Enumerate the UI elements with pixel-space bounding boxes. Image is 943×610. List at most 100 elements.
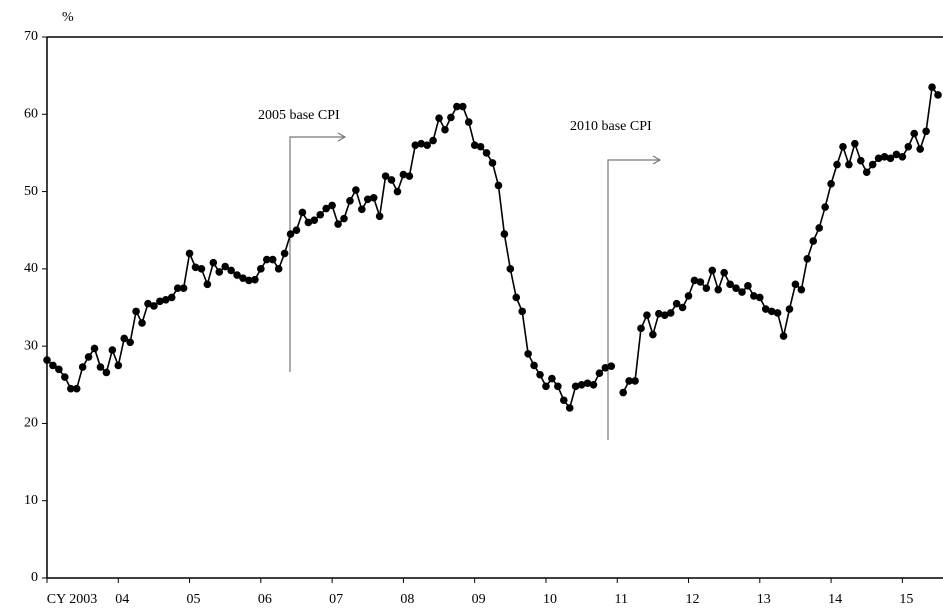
data-point bbox=[559, 396, 568, 405]
data-point bbox=[518, 307, 526, 316]
x-tick-label: 06 bbox=[258, 592, 272, 607]
data-point bbox=[815, 224, 823, 232]
data-point bbox=[173, 284, 182, 292]
data-point bbox=[512, 293, 521, 302]
data-point bbox=[179, 284, 188, 292]
data-point bbox=[453, 102, 461, 111]
data-point bbox=[732, 284, 740, 292]
data-point bbox=[209, 258, 218, 267]
data-point bbox=[310, 216, 319, 224]
data-point bbox=[257, 265, 265, 273]
data-point bbox=[470, 141, 479, 149]
arrow-head bbox=[337, 132, 347, 142]
data-point bbox=[369, 193, 378, 202]
data-point bbox=[767, 307, 776, 316]
data-point bbox=[536, 370, 544, 379]
data-point bbox=[655, 309, 663, 318]
data-point bbox=[595, 369, 604, 377]
data-point bbox=[589, 380, 598, 389]
data-point bbox=[851, 139, 859, 148]
data-point bbox=[845, 160, 853, 169]
data-point bbox=[934, 91, 942, 99]
data-point bbox=[156, 297, 164, 306]
data-point bbox=[625, 377, 633, 385]
data-point bbox=[910, 129, 919, 138]
data-point bbox=[726, 280, 734, 289]
data-point bbox=[292, 226, 301, 235]
data-point bbox=[928, 83, 936, 92]
data-point bbox=[554, 382, 562, 391]
y-tick-label: 10 bbox=[24, 493, 38, 508]
data-point bbox=[672, 299, 681, 308]
data-point bbox=[411, 141, 420, 149]
data-point bbox=[167, 293, 176, 302]
data-point bbox=[714, 285, 723, 294]
data-point bbox=[55, 365, 63, 374]
x-tick-label: 08 bbox=[400, 592, 414, 607]
data-point bbox=[78, 363, 87, 371]
data-point bbox=[494, 181, 503, 190]
annotation: 2010 base CPI bbox=[570, 119, 652, 134]
data-point bbox=[488, 159, 497, 167]
data-point bbox=[868, 160, 877, 169]
data-point bbox=[245, 276, 253, 285]
data-point bbox=[916, 145, 924, 153]
data-point bbox=[405, 172, 414, 180]
data-point bbox=[334, 220, 342, 228]
data-point bbox=[696, 278, 705, 286]
data-point bbox=[922, 127, 930, 136]
data-point bbox=[340, 214, 348, 223]
data-point bbox=[898, 152, 907, 161]
data-point bbox=[233, 271, 241, 279]
data-point bbox=[773, 309, 782, 317]
data-point bbox=[744, 282, 752, 290]
data-point bbox=[316, 210, 325, 219]
data-point bbox=[649, 330, 657, 339]
data-point bbox=[506, 265, 515, 273]
data-point bbox=[459, 102, 467, 111]
data-point bbox=[583, 379, 592, 388]
data-point bbox=[203, 280, 212, 289]
data-point bbox=[108, 346, 117, 354]
data-point bbox=[643, 311, 651, 320]
y-tick-label: 50 bbox=[24, 184, 38, 199]
x-tick-label: CY 2003 bbox=[47, 592, 97, 607]
data-point bbox=[684, 292, 693, 300]
data-point bbox=[61, 373, 69, 381]
data-point bbox=[215, 268, 224, 276]
data-point bbox=[660, 311, 669, 320]
data-point bbox=[43, 356, 51, 364]
data-point bbox=[827, 180, 835, 188]
data-point bbox=[601, 363, 610, 372]
data-point bbox=[761, 305, 770, 313]
data-point bbox=[435, 114, 443, 122]
x-tick-label: 09 bbox=[472, 592, 486, 607]
x-tick-label: 11 bbox=[614, 592, 627, 607]
data-point bbox=[162, 295, 170, 304]
data-point bbox=[577, 380, 586, 389]
data-point bbox=[839, 142, 847, 151]
data-point bbox=[880, 152, 889, 161]
data-point bbox=[102, 368, 111, 377]
data-point bbox=[197, 265, 206, 273]
data-point bbox=[66, 384, 75, 393]
data-point bbox=[874, 154, 883, 163]
data-point bbox=[328, 201, 336, 210]
data-point bbox=[352, 186, 360, 194]
data-point bbox=[150, 302, 158, 310]
data-point bbox=[239, 274, 247, 282]
data-point bbox=[756, 293, 764, 302]
arrow-head bbox=[652, 155, 662, 165]
data-point bbox=[702, 284, 711, 292]
data-point bbox=[678, 303, 687, 312]
data-point bbox=[96, 363, 105, 371]
data-point bbox=[856, 156, 865, 165]
data-point bbox=[833, 160, 841, 169]
data-point bbox=[227, 266, 235, 275]
data-point bbox=[346, 197, 354, 205]
data-point bbox=[322, 204, 330, 213]
data-point bbox=[72, 384, 81, 393]
y-tick-label: 40 bbox=[24, 261, 38, 276]
y-tick-label: 20 bbox=[24, 416, 38, 431]
